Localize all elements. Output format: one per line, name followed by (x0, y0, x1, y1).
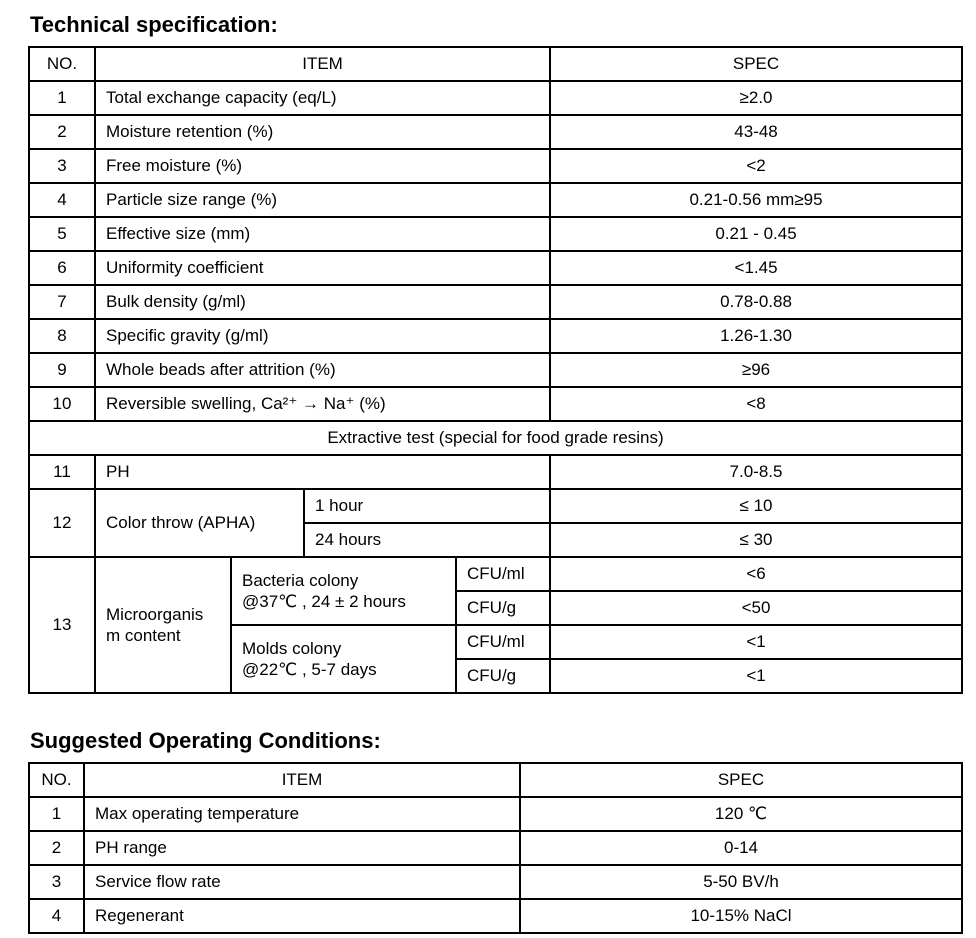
no-cell: 4 (28, 898, 85, 934)
header-item-cell: ITEM (93, 46, 552, 82)
item-cell: PH range (83, 830, 521, 866)
item-cell: Moisture retention (%) (93, 114, 552, 150)
spec-cell: <6 (549, 556, 963, 592)
color-throw-subrow: 24 hours ≤ 30 (29, 522, 963, 558)
spec-cell: <2 (549, 148, 963, 184)
table-row: 1 Total exchange capacity (eq/L) ≥2.0 (28, 80, 963, 116)
no-cell: 10 (28, 386, 96, 422)
header-no-cell: NO. (28, 762, 85, 798)
section-label-cell: Extractive test (special for food grade … (28, 420, 963, 456)
unit-cell: CFU/ml (454, 624, 552, 660)
item-cell: Whole beads after attrition (%) (93, 352, 552, 388)
spec-cell: 1.26-1.30 (549, 318, 963, 354)
spec-cell: 43-48 (549, 114, 963, 150)
operating-conditions-table: NO. ITEM SPEC 1 Max operating temperatur… (28, 762, 963, 934)
table-row: 6 Uniformity coefficient <1.45 (28, 250, 963, 286)
microorganism-subrow: Molds colony @22℃ , 5-7 days CFU/ml <1 (29, 624, 963, 694)
table-row: 2 PH range 0-14 (28, 830, 963, 866)
unit-cell: CFU/g (454, 590, 552, 626)
header-row: NO. ITEM SPEC (28, 46, 963, 82)
no-cell: 1 (28, 80, 96, 116)
spec-cell: <8 (549, 386, 963, 422)
item-cell: Microorganis m content (94, 556, 232, 694)
spec-cell: 5-50 BV/h (519, 864, 963, 900)
spec-cell: 120 ℃ (519, 796, 963, 832)
table-row: 7 Bulk density (g/ml) 0.78-0.88 (28, 284, 963, 320)
spec-cell: 0.78-0.88 (549, 284, 963, 320)
header-spec-cell: SPEC (519, 762, 963, 798)
no-cell: 11 (28, 454, 96, 490)
table-row: 3 Free moisture (%) <2 (28, 148, 963, 184)
item-cell: Effective size (mm) (93, 216, 552, 252)
spec-cell: 0.21 - 0.45 (549, 216, 963, 252)
item-cell: Free moisture (%) (93, 148, 552, 184)
item-cell: Bulk density (g/ml) (93, 284, 552, 320)
no-cell: 4 (28, 182, 96, 218)
spec-cell: ≤ 30 (549, 522, 963, 558)
no-cell: 6 (28, 250, 96, 286)
table-row: 2 Moisture retention (%) 43-48 (28, 114, 963, 150)
header-row: NO. ITEM SPEC (28, 762, 963, 798)
table-row: 10 Reversible swelling, Ca²⁺ → Na⁺ (%) <… (28, 386, 963, 422)
spec-cell: 0.21-0.56 mm≥95 (549, 182, 963, 218)
no-cell: 5 (28, 216, 96, 252)
spec-cell: 10-15% NaCl (519, 898, 963, 934)
section-row: Extractive test (special for food grade … (28, 420, 963, 456)
item-cell: Total exchange capacity (eq/L) (93, 80, 552, 116)
no-cell: 9 (28, 352, 96, 388)
spec-cell: ≥96 (549, 352, 963, 388)
item-cell: Specific gravity (g/ml) (93, 318, 552, 354)
unit-cell: CFU/ml (454, 556, 552, 592)
no-cell: 13 (28, 556, 96, 694)
spec-cell: ≤ 10 (549, 488, 963, 524)
microorganism-subrow: CFU/g <1 (29, 658, 963, 694)
microorganism-subrow: CFU/g <50 (29, 590, 963, 626)
spec-cell: 0-14 (519, 830, 963, 866)
table-row: 8 Specific gravity (g/ml) 1.26-1.30 (28, 318, 963, 354)
header-spec-cell: SPEC (549, 46, 963, 82)
spec-cell: 7.0-8.5 (549, 454, 963, 490)
table-row: 4 Regenerant 10-15% NaCl (28, 898, 963, 934)
spec-cell: <1 (549, 624, 963, 660)
item-cell: Uniformity coefficient (93, 250, 552, 286)
spec-cell: <1 (549, 658, 963, 694)
group-label-cell: Bacteria colony @37℃ , 24 ± 2 hours (230, 556, 457, 626)
no-cell: 2 (28, 830, 85, 866)
microorganism-row: 13 Microorganis m content Bacteria colon… (28, 556, 963, 694)
sub-label-cell: 24 hours (302, 522, 552, 558)
item-cell: Color throw (APHA) (94, 488, 305, 558)
table-row: 5 Effective size (mm) 0.21 - 0.45 (28, 216, 963, 252)
item-cell: PH (93, 454, 552, 490)
item-cell: Particle size range (%) (93, 182, 552, 218)
table-row: 1 Max operating temperature 120 ℃ (28, 796, 963, 832)
header-item-cell: ITEM (83, 762, 521, 798)
item-cell: Service flow rate (83, 864, 521, 900)
item-cell: Max operating temperature (83, 796, 521, 832)
table-row: 11 PH 7.0-8.5 (28, 454, 963, 490)
no-cell: 8 (28, 318, 96, 354)
spec-cell: <50 (549, 590, 963, 626)
operating-conditions-title: Suggested Operating Conditions: (30, 728, 381, 753)
item-cell: Reversible swelling, Ca²⁺ → Na⁺ (%) (93, 386, 552, 422)
header-no-cell: NO. (28, 46, 96, 82)
technical-specification-table: NO. ITEM SPEC 1 Total exchange capacity … (28, 46, 963, 694)
sub-label-cell: 1 hour (302, 488, 552, 524)
color-throw-row: 12 Color throw (APHA) 1 hour ≤ 10 (28, 488, 963, 558)
group-label-cell: Molds colony @22℃ , 5-7 days (230, 624, 457, 694)
spec-cell: <1.45 (549, 250, 963, 286)
item-cell: Regenerant (83, 898, 521, 934)
no-cell: 3 (28, 148, 96, 184)
unit-cell: CFU/g (454, 658, 552, 694)
no-cell: 1 (28, 796, 85, 832)
no-cell: 2 (28, 114, 96, 150)
no-cell: 3 (28, 864, 85, 900)
table-row: 9 Whole beads after attrition (%) ≥96 (28, 352, 963, 388)
no-cell: 7 (28, 284, 96, 320)
no-cell: 12 (28, 488, 96, 558)
table-row: 4 Particle size range (%) 0.21-0.56 mm≥9… (28, 182, 963, 218)
spec-cell: ≥2.0 (549, 80, 963, 116)
table-row: 3 Service flow rate 5-50 BV/h (28, 864, 963, 900)
technical-specification-title: Technical specification: (30, 12, 278, 37)
